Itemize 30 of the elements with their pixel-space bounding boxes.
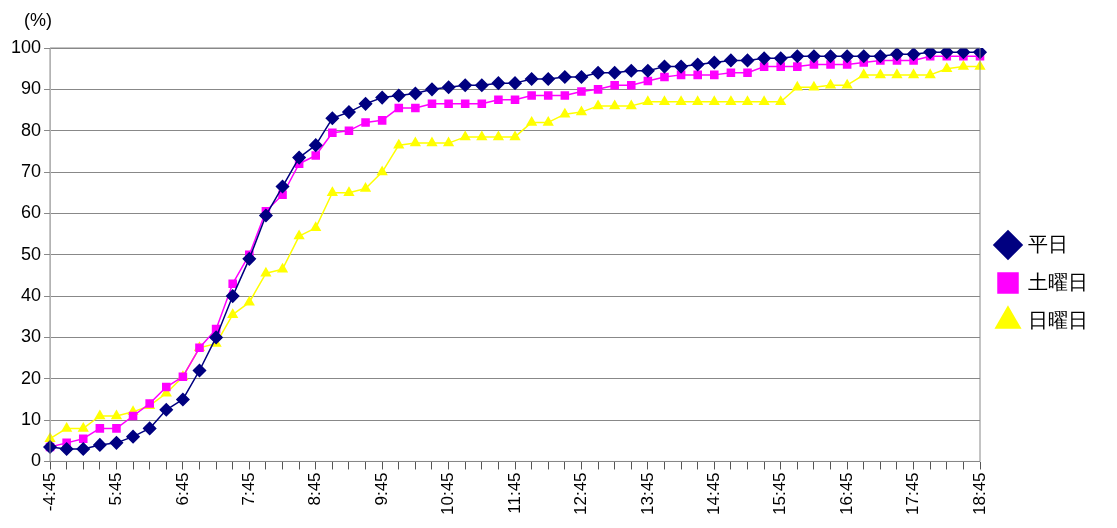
y-tick-label: 0 [31,450,42,471]
x-tick-label: -4:45 [39,472,59,512]
legend-label: 日曜日 [1028,308,1088,331]
x-tick-label: 8:45 [305,472,325,506]
x-tick-label: 12:45 [571,472,591,516]
x-tick-label: 13:45 [637,472,657,516]
x-tick-label: 15:45 [770,472,790,516]
x-tick-label: 14:45 [703,472,723,516]
y-tick-label: 40 [21,285,42,306]
x-tick-label: 10:45 [438,472,458,516]
y-tick-label: 30 [21,326,42,347]
legend-label: 土曜日 [1028,270,1088,293]
y-tick-label: 80 [21,119,42,140]
y-tick-label: 20 [21,367,42,388]
y-tick-label: 50 [21,243,42,264]
x-tick-label: 7:45 [239,472,258,506]
x-tick-label: 11:45 [504,472,524,514]
y-tick-label: 10 [21,409,42,430]
y-axis-title: (%) [24,9,52,30]
x-tick-label: 5:45 [106,472,126,506]
y-tick-label: 90 [21,78,42,99]
x-tick-label: 18:45 [969,472,989,516]
x-tick-label: 6:45 [172,472,192,506]
y-tick-label: 100 [10,36,42,57]
y-tick-label: 60 [21,202,42,223]
legend-label: 平日 [1028,232,1068,255]
y-tick-label: 70 [21,161,42,182]
x-tick-label: 16:45 [836,472,856,516]
x-tick-label: 9:45 [371,472,391,506]
x-tick-label: 17:45 [903,472,923,516]
